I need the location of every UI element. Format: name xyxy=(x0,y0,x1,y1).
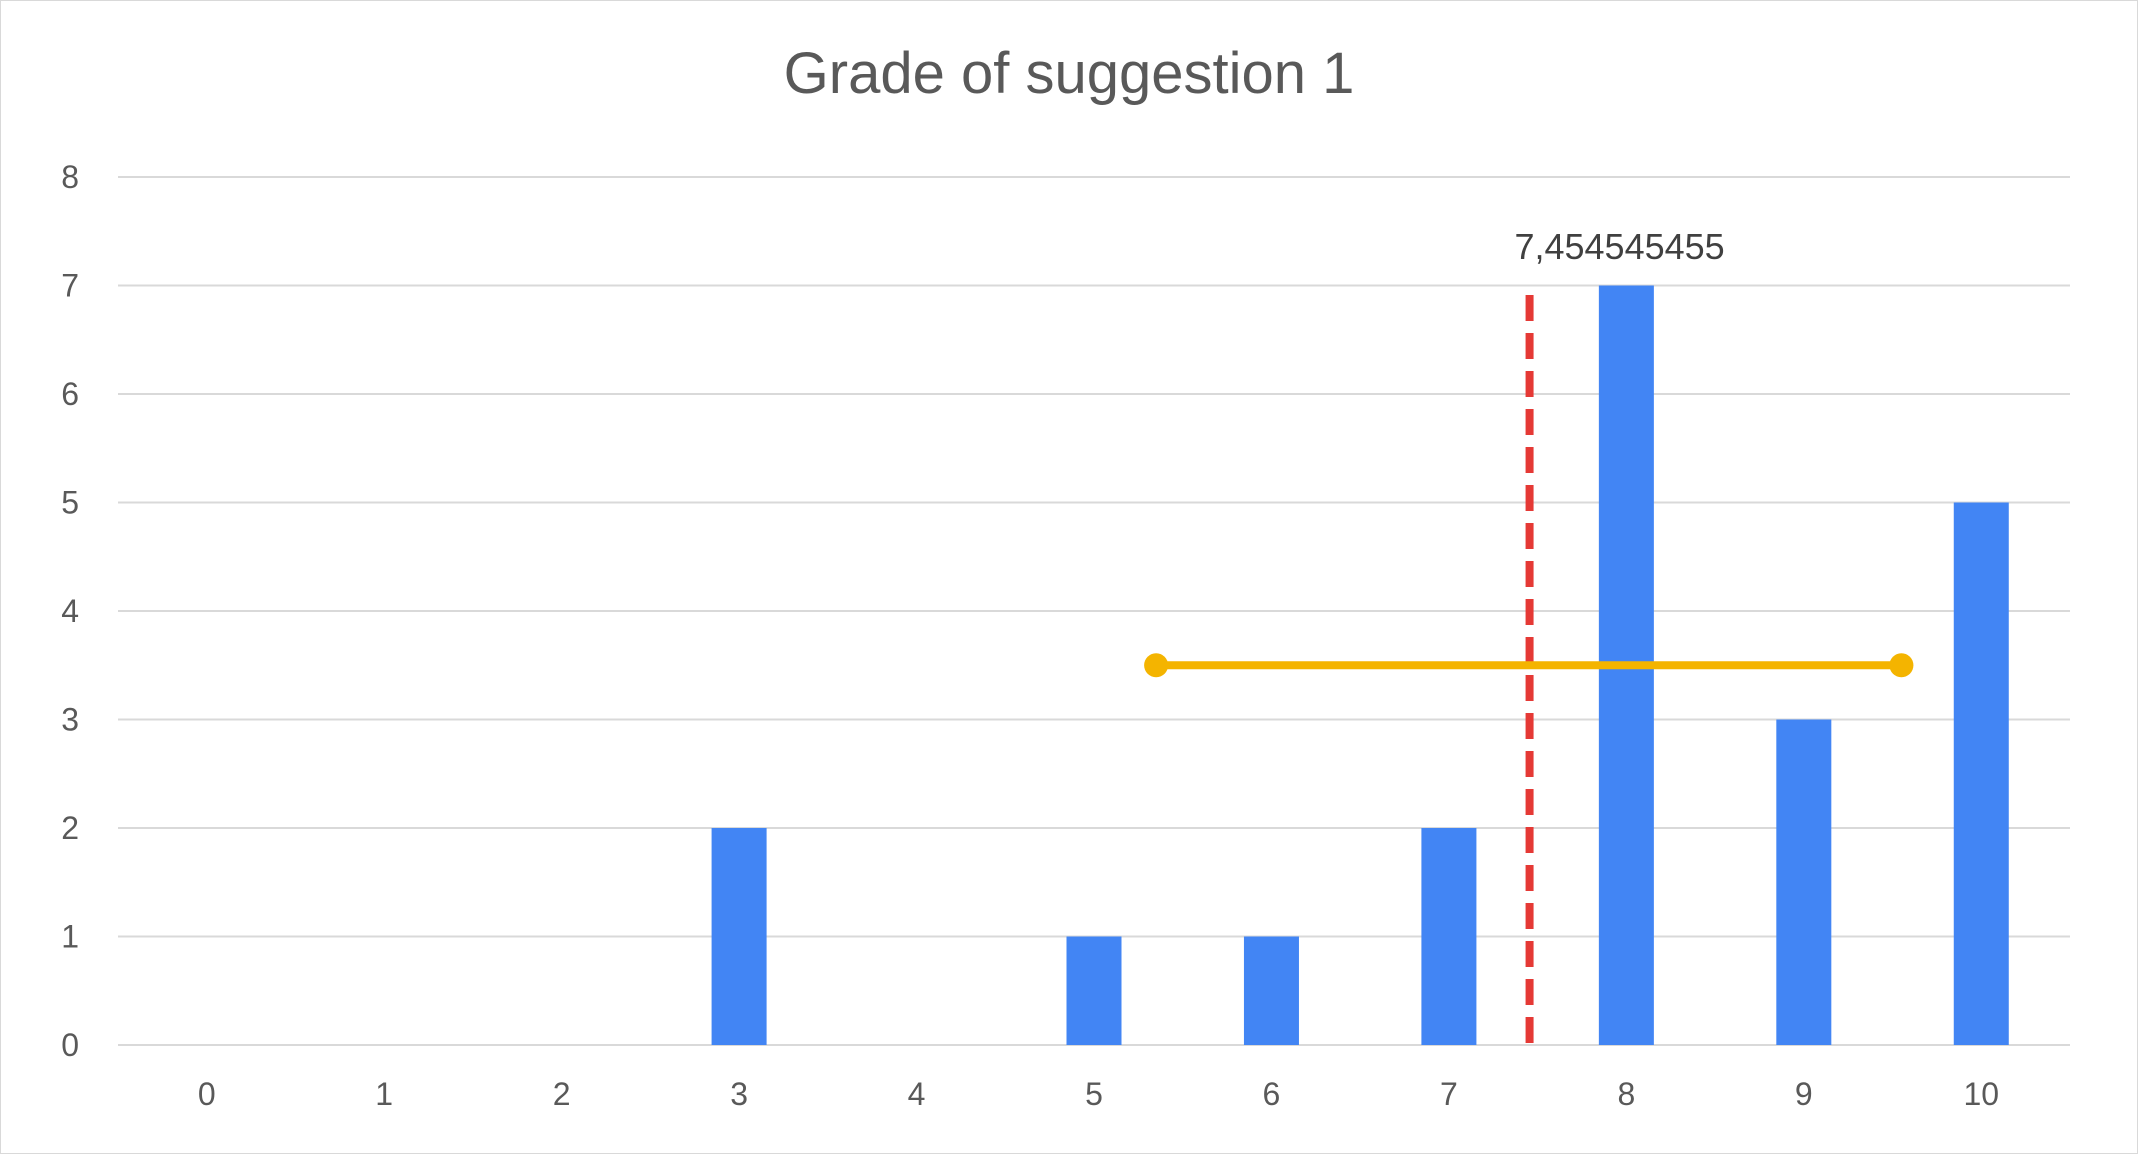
x-tick-label: 4 xyxy=(908,1076,926,1112)
x-tick-label: 7 xyxy=(1440,1076,1458,1112)
x-tick-label: 0 xyxy=(198,1076,216,1112)
bar-5 xyxy=(1066,936,1122,1045)
x-tick-label: 5 xyxy=(1085,1076,1103,1112)
x-tick-label: 8 xyxy=(1617,1076,1635,1112)
y-tick-label: 6 xyxy=(61,376,79,412)
chart-title: Grade of suggestion 1 xyxy=(784,41,1355,106)
y-tick-label: 8 xyxy=(61,159,79,195)
y-tick-label: 5 xyxy=(61,485,79,521)
bar-6 xyxy=(1243,936,1299,1045)
range-end-marker xyxy=(1889,653,1914,678)
range-marker xyxy=(1144,653,1914,678)
x-axis-tick-labels: 0 1 2 3 4 5 6 7 8 9 10 xyxy=(198,1076,1999,1112)
x-tick-label: 1 xyxy=(375,1076,393,1112)
x-tick-label: 10 xyxy=(1963,1076,1999,1112)
gridlines xyxy=(118,176,2070,1046)
bar-7 xyxy=(1421,828,1477,1045)
y-tick-label: 7 xyxy=(61,268,79,304)
x-tick-label: 9 xyxy=(1795,1076,1813,1112)
x-tick-label: 3 xyxy=(730,1076,748,1112)
y-axis-tick-labels: 0 1 2 3 4 5 6 7 8 xyxy=(61,159,79,1063)
y-tick-label: 0 xyxy=(61,1027,79,1063)
y-tick-label: 3 xyxy=(61,702,79,738)
y-tick-label: 4 xyxy=(61,593,79,629)
x-tick-label: 2 xyxy=(553,1076,571,1112)
bar-3 xyxy=(711,828,767,1045)
bar-10 xyxy=(1953,502,2009,1045)
mean-label: 7,454545455 xyxy=(1514,226,1724,267)
mean-marker: 7,454545455 xyxy=(1514,226,1725,1045)
bar-9 xyxy=(1776,719,1832,1045)
range-start-marker xyxy=(1144,653,1169,678)
y-tick-label: 2 xyxy=(61,810,79,846)
x-tick-label: 6 xyxy=(1263,1076,1281,1112)
y-tick-label: 1 xyxy=(61,919,79,955)
